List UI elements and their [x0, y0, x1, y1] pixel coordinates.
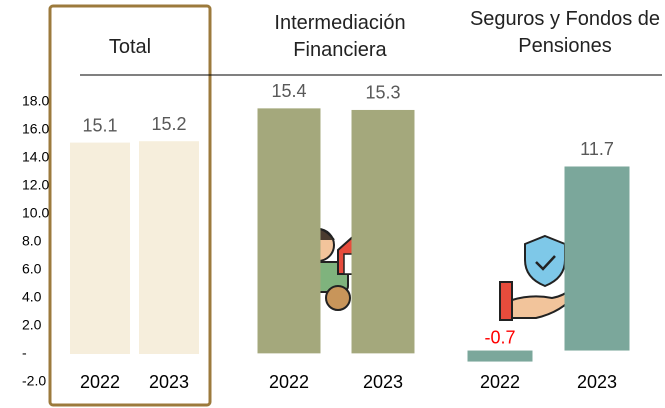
y-tick-label: 18.0 — [22, 93, 49, 109]
panel-title: Seguros y Fondos de Pensiones — [469, 8, 661, 57]
value-label: 15.2 — [151, 114, 186, 134]
highlight-box — [48, 4, 212, 407]
y-tick-label: - — [22, 345, 27, 361]
bar — [139, 141, 199, 354]
y-tick-label: 12.0 — [22, 177, 49, 193]
bar — [564, 166, 630, 351]
x-tick-label: 2022 — [480, 372, 520, 392]
y-tick-label: 14.0 — [22, 149, 49, 165]
value-label: 15.3 — [365, 83, 400, 103]
value-label: -0.7 — [484, 327, 515, 347]
y-tick-label: 6.0 — [22, 261, 42, 277]
value-label: 15.1 — [82, 115, 117, 135]
panel-title: Total — [108, 36, 152, 58]
x-tick-label: 2023 — [149, 372, 189, 392]
bar — [257, 108, 321, 354]
panel-title: Intermediación Financiera — [274, 12, 406, 61]
y-tick-label: 2.0 — [22, 317, 42, 333]
bar — [70, 142, 130, 354]
x-tick-label: 2022 — [80, 372, 120, 392]
bar — [467, 350, 533, 362]
value-label: 15.4 — [271, 81, 306, 101]
value-label: 11.7 — [580, 139, 614, 159]
y-tick-label: 10.0 — [22, 205, 49, 221]
y-tick-label: -2.0 — [22, 373, 46, 389]
y-tick-label: 8.0 — [22, 233, 42, 249]
x-tick-label: 2023 — [577, 372, 617, 392]
y-tick-label: 4.0 — [22, 289, 42, 305]
y-tick-label: 16.0 — [22, 121, 49, 137]
x-tick-label: 2023 — [363, 372, 403, 392]
x-tick-label: 2022 — [269, 372, 309, 392]
bar — [351, 109, 415, 354]
